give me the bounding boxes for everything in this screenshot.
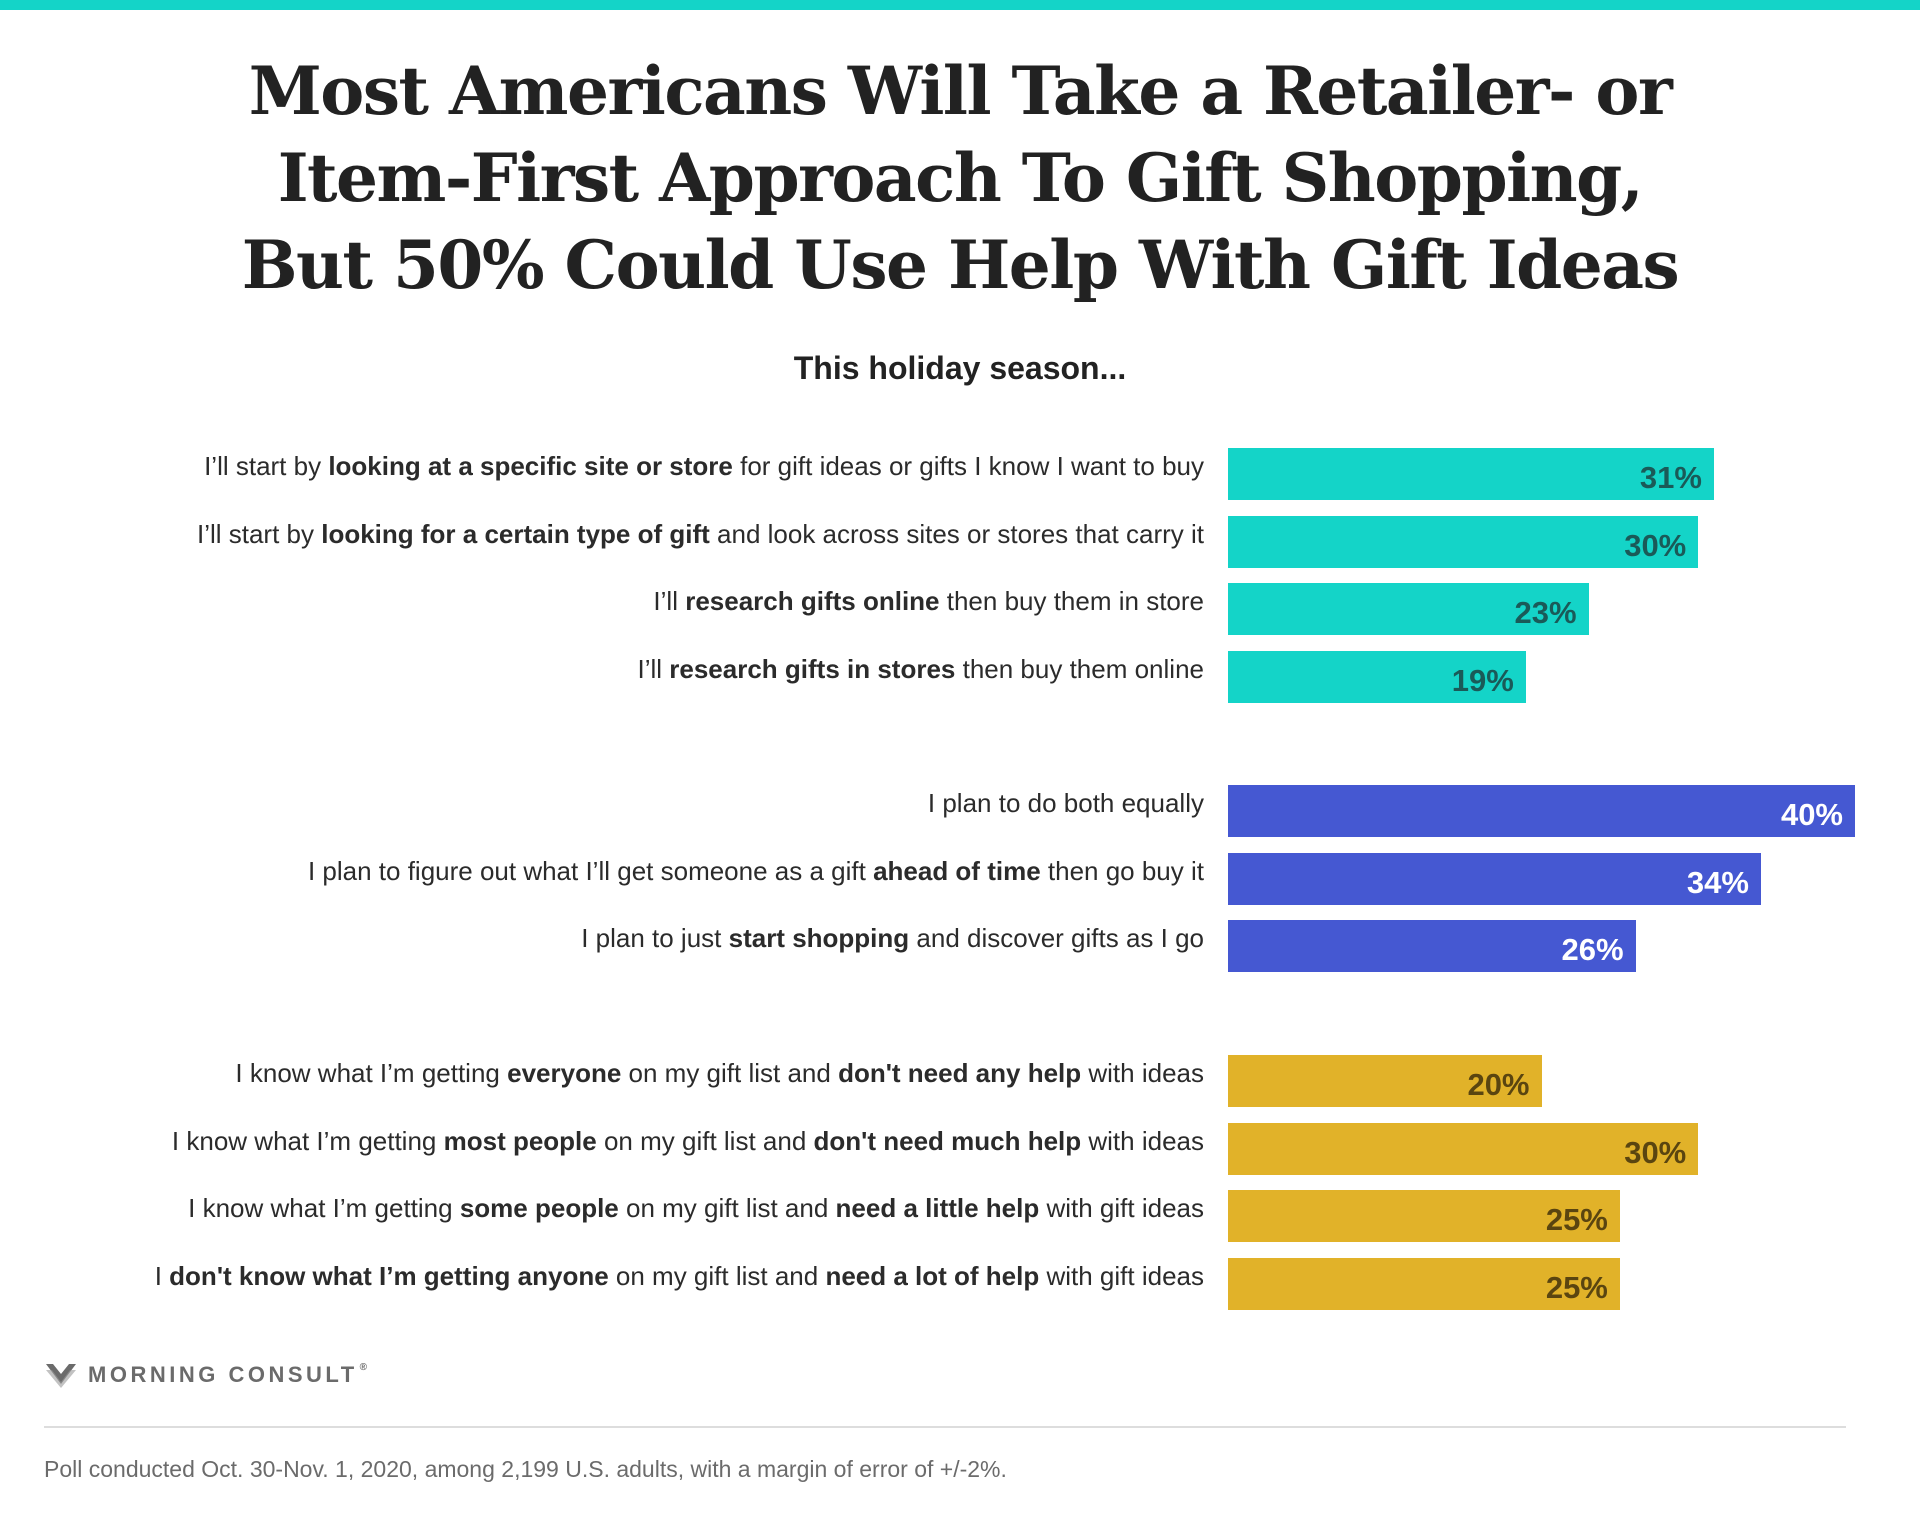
bar-label-segment: everyone <box>507 1058 622 1088</box>
bar-value-label: 25% <box>1545 1202 1608 1237</box>
bar-0-0: 31% <box>1228 448 1714 500</box>
brand-logo: MORNING CONSULT ® <box>46 1362 371 1388</box>
bar-label-segment: I plan to figure out what I’ll get someo… <box>307 855 874 886</box>
bar-label-segment: then go buy it <box>1040 855 1204 886</box>
bar-label-segment: I <box>154 1260 170 1291</box>
bar-label-segment: with gift ideas <box>1039 1260 1204 1291</box>
bar-1-2: 26% <box>1228 920 1636 972</box>
bar-label-segment: on my gift list and <box>596 1125 814 1156</box>
bar-label-segment: I’ll <box>637 653 670 684</box>
bar-label-segment: need a little help <box>835 1193 1040 1223</box>
bar-label-segment: I’ll <box>653 586 686 616</box>
bar-0-2: 23% <box>1228 583 1589 635</box>
brand-name: MORNING CONSULT ® <box>88 1362 371 1388</box>
bar-2-0: 20% <box>1228 1055 1542 1107</box>
bar-label-segment: I know what I’m getting <box>188 1193 460 1223</box>
bar-label-2-2: I know what I’m getting some people on m… <box>188 1192 1204 1224</box>
bar-label-segment: looking at a specific site or store <box>328 451 733 481</box>
chart-title-line-1: Most Americans Will Take a Retailer- or <box>248 52 1673 130</box>
footer-divider <box>44 1426 1846 1428</box>
bar-label-1-2: I plan to just start shopping and discov… <box>581 922 1204 954</box>
bar-label-segment: I’ll start by <box>204 451 329 481</box>
bar-label-1-1: I plan to figure out what I’ll get someo… <box>308 855 1204 887</box>
bar-1-1: 34% <box>1228 852 1761 905</box>
bar-label-segment: most people <box>443 1125 597 1156</box>
bar-label-segment: don't need any help <box>838 1058 1082 1088</box>
bar-label-segment: I plan to do both equally <box>927 788 1204 818</box>
bar-label-segment: research gifts online <box>685 586 940 616</box>
chart-title-line-3: But 50% Could Use Help With Gift Ideas <box>241 226 1680 304</box>
chart-title-line-2: Item-First Approach To Gift Shopping, <box>277 139 1644 217</box>
bar-label-segment: ahead of time <box>873 855 1041 886</box>
bar-label-2-1: I know what I’m getting most people on m… <box>172 1125 1204 1157</box>
chart-subtitle: This holiday season... <box>793 350 1127 386</box>
bar-label-segment: on my gift list and <box>608 1260 826 1291</box>
bar-value-label: 30% <box>1624 1134 1687 1170</box>
bar-value-label: 34% <box>1686 864 1749 900</box>
bar-value-label: 20% <box>1467 1067 1530 1102</box>
bar-value-label: 19% <box>1451 662 1514 698</box>
brand-tm: ® <box>359 1362 371 1373</box>
bar-label-segment: on my gift list and <box>621 1058 839 1088</box>
bar-value-label: 40% <box>1780 797 1843 832</box>
bar-0-1: 30% <box>1228 515 1699 568</box>
bar-label-segment: for gift ideas or gifts I know I want to… <box>732 451 1204 481</box>
bar-label-0-0: I’ll start by looking at a specific site… <box>204 450 1204 482</box>
bar-label-segment: I know what I’m getting <box>235 1058 508 1088</box>
bar-label-0-1: I’ll start by looking for a certain type… <box>197 518 1204 550</box>
bar-label-segment: then buy them in store <box>939 586 1204 616</box>
bar-label-segment: some people <box>459 1193 619 1223</box>
bar-label-0-2: I’ll research gifts online then buy them… <box>653 585 1204 617</box>
bar-0-3: 19% <box>1228 650 1526 703</box>
bar-label-segment: and discover gifts as I go <box>909 923 1204 953</box>
bar-label-2-3: I don't know what I’m getting anyone on … <box>155 1260 1204 1292</box>
top-accent-bar <box>0 0 1920 10</box>
bar-label-segment: looking for a certain type of gift <box>321 518 710 549</box>
bar-label-segment: don't know what I’m getting anyone <box>169 1260 609 1291</box>
bar-2-1: 30% <box>1228 1122 1699 1175</box>
bar-label-segment: and look across sites or stores that car… <box>709 518 1204 549</box>
bar-label-segment: I’ll start by <box>196 518 322 549</box>
bar-2-2: 25% <box>1228 1190 1620 1242</box>
bar-label-segment: with ideas <box>1081 1058 1204 1088</box>
bar-label-segment: I plan to just <box>581 923 729 953</box>
bar-label-segment: research gifts in stores <box>669 653 956 684</box>
bar-label-segment: need a lot of help <box>825 1260 1040 1291</box>
bar-label-1-0: I plan to do both equally <box>928 787 1204 819</box>
bar-label-segment: then buy them online <box>955 653 1204 684</box>
bar-label-segment: don't need much help <box>813 1125 1082 1156</box>
bar-label-0-3: I’ll research gifts in stores then buy t… <box>637 653 1204 685</box>
bar-label-segment: start shopping <box>728 923 910 953</box>
morning-consult-m-icon <box>46 1364 76 1388</box>
bar-label-segment: with gift ideas <box>1039 1193 1204 1223</box>
bar-label-2-0: I know what I’m getting everyone on my g… <box>235 1057 1204 1089</box>
bar-value-label: 30% <box>1624 527 1687 563</box>
bar-value-label: 23% <box>1514 595 1577 630</box>
bar-label-segment: with ideas <box>1081 1125 1204 1156</box>
bar-1-0: 40% <box>1228 785 1855 837</box>
bar-label-segment: on my gift list and <box>618 1193 836 1223</box>
bar-value-label: 31% <box>1639 460 1702 495</box>
bar-label-segment: I know what I’m getting <box>171 1125 444 1156</box>
poll-footnote: Poll conducted Oct. 30-Nov. 1, 2020, amo… <box>44 1456 1007 1482</box>
bar-2-3: 25% <box>1228 1257 1620 1310</box>
chart-title: Most Americans Will Take a Retailer- or … <box>160 48 1760 309</box>
bar-value-label: 25% <box>1545 1269 1608 1305</box>
brand-name-text: MORNING CONSULT <box>88 1362 358 1387</box>
bar-value-label: 26% <box>1561 932 1624 967</box>
